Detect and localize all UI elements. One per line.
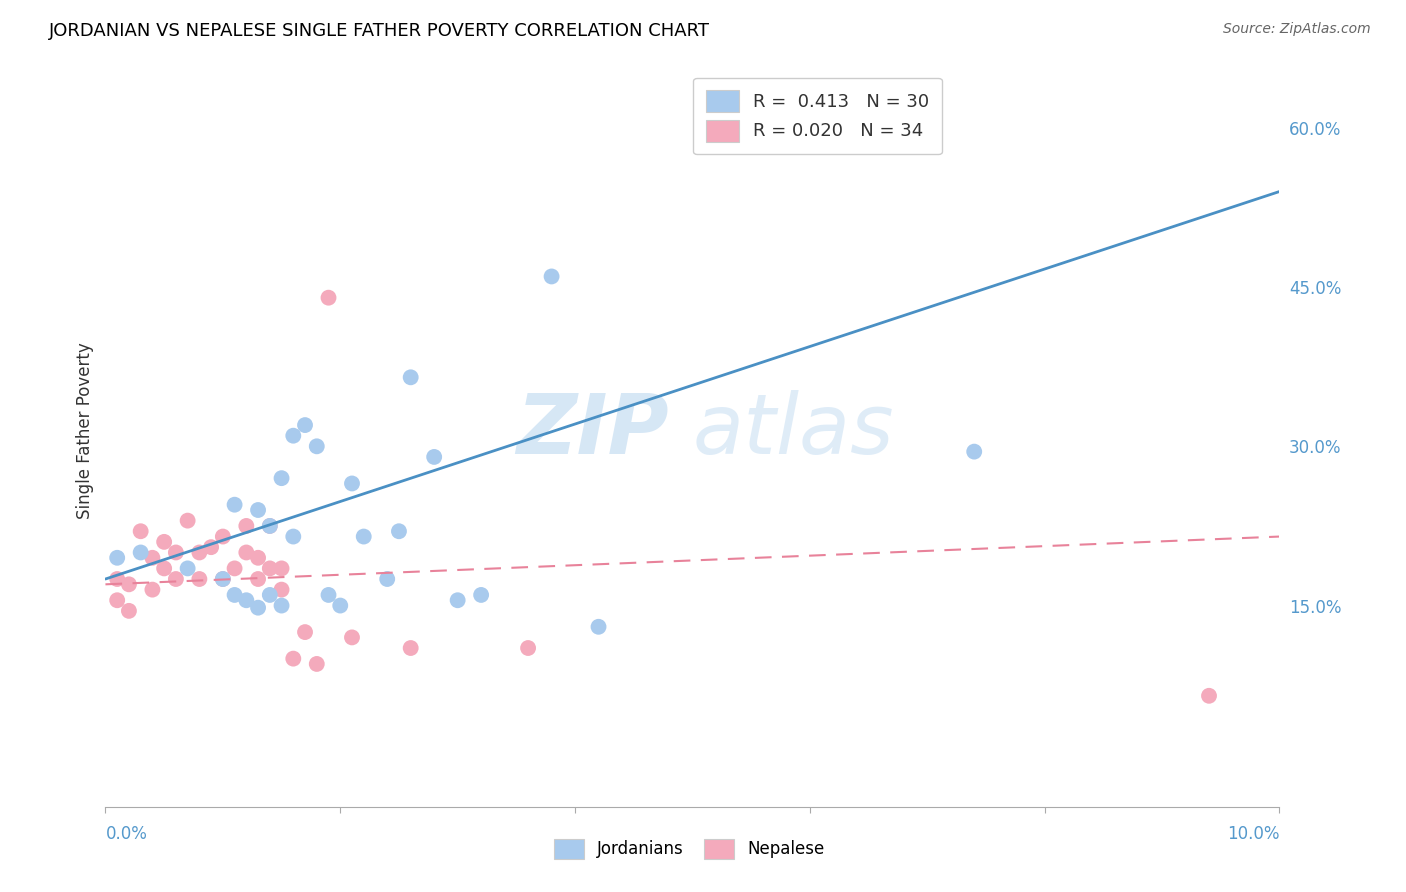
Point [224,561,246,575]
Point [305,439,328,453]
Point [188,572,211,586]
Point [118,604,141,618]
Point [153,561,176,575]
Point [399,370,422,384]
Point [399,640,422,655]
Point [283,530,305,544]
Point [211,530,233,544]
Point [318,588,340,602]
Point [141,582,163,597]
Point [517,640,540,655]
Point [165,545,187,559]
Point [247,600,270,615]
Point [259,519,281,533]
Point [353,530,375,544]
Legend: R =  0.413   N = 30, R = 0.020   N = 34: R = 0.413 N = 30, R = 0.020 N = 34 [693,78,942,154]
Point [224,498,246,512]
Point [283,428,305,442]
Legend: Jordanians, Nepalese: Jordanians, Nepalese [547,832,831,866]
Point [963,444,986,458]
Point [129,545,152,559]
Point [165,572,187,586]
Point [259,519,281,533]
Point [1198,689,1220,703]
Point [176,561,198,575]
Point [294,418,316,433]
Point [105,593,128,607]
Point [247,503,270,517]
Point [188,545,211,559]
Text: 10.0%: 10.0% [1227,825,1279,843]
Point [318,291,340,305]
Point [340,631,363,645]
Text: Source: ZipAtlas.com: Source: ZipAtlas.com [1223,22,1371,37]
Point [270,561,292,575]
Point [270,471,292,485]
Point [200,540,222,554]
Point [235,519,257,533]
Text: 0.0%: 0.0% [105,825,148,843]
Point [247,572,270,586]
Point [105,550,128,565]
Point [118,577,141,591]
Point [129,524,152,539]
Point [470,588,492,602]
Point [247,550,270,565]
Point [211,572,233,586]
Point [270,582,292,597]
Point [105,572,128,586]
Point [540,269,562,284]
Point [340,476,363,491]
Point [141,550,163,565]
Point [224,588,246,602]
Point [259,561,281,575]
Point [235,545,257,559]
Point [305,657,328,671]
Text: atlas: atlas [692,390,894,471]
Point [375,572,398,586]
Point [176,514,198,528]
Point [446,593,468,607]
Point [211,572,233,586]
Text: JORDANIAN VS NEPALESE SINGLE FATHER POVERTY CORRELATION CHART: JORDANIAN VS NEPALESE SINGLE FATHER POVE… [49,22,710,40]
Point [588,620,610,634]
Point [235,593,257,607]
Point [329,599,352,613]
Point [153,534,176,549]
Point [259,588,281,602]
Point [388,524,411,539]
Y-axis label: Single Father Poverty: Single Father Poverty [76,342,94,519]
Point [423,450,446,464]
Point [270,599,292,613]
Point [283,651,305,665]
Point [294,625,316,640]
Text: ZIP: ZIP [516,390,669,471]
